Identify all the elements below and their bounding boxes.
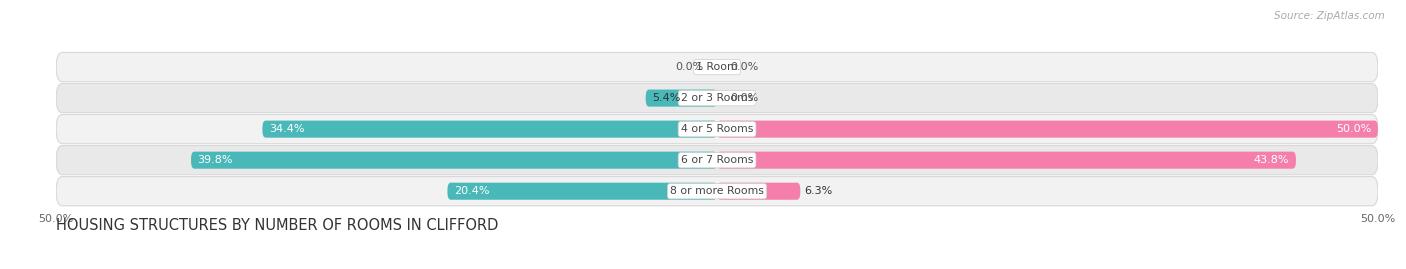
Text: HOUSING STRUCTURES BY NUMBER OF ROOMS IN CLIFFORD: HOUSING STRUCTURES BY NUMBER OF ROOMS IN…: [56, 218, 499, 233]
Text: 34.4%: 34.4%: [269, 124, 305, 134]
Text: 0.0%: 0.0%: [676, 62, 704, 72]
Text: 1 Room: 1 Room: [696, 62, 738, 72]
Text: 43.8%: 43.8%: [1254, 155, 1289, 165]
FancyBboxPatch shape: [717, 183, 800, 200]
Text: 0.0%: 0.0%: [730, 62, 758, 72]
Text: 4 or 5 Rooms: 4 or 5 Rooms: [681, 124, 754, 134]
Text: 2 or 3 Rooms: 2 or 3 Rooms: [681, 93, 754, 103]
Text: 6.3%: 6.3%: [804, 186, 832, 196]
FancyBboxPatch shape: [56, 177, 1378, 206]
Text: 6 or 7 Rooms: 6 or 7 Rooms: [681, 155, 754, 165]
FancyBboxPatch shape: [717, 121, 1378, 138]
FancyBboxPatch shape: [645, 90, 717, 107]
FancyBboxPatch shape: [56, 115, 1378, 144]
FancyBboxPatch shape: [56, 146, 1378, 175]
Text: 0.0%: 0.0%: [730, 93, 758, 103]
Text: 39.8%: 39.8%: [198, 155, 233, 165]
Text: 8 or more Rooms: 8 or more Rooms: [671, 186, 763, 196]
Text: Source: ZipAtlas.com: Source: ZipAtlas.com: [1274, 11, 1385, 21]
FancyBboxPatch shape: [717, 152, 1296, 169]
FancyBboxPatch shape: [263, 121, 717, 138]
FancyBboxPatch shape: [56, 52, 1378, 82]
FancyBboxPatch shape: [191, 152, 717, 169]
Text: 20.4%: 20.4%: [454, 186, 489, 196]
Text: 50.0%: 50.0%: [1336, 124, 1371, 134]
Text: 5.4%: 5.4%: [652, 93, 681, 103]
FancyBboxPatch shape: [447, 183, 717, 200]
FancyBboxPatch shape: [56, 83, 1378, 113]
